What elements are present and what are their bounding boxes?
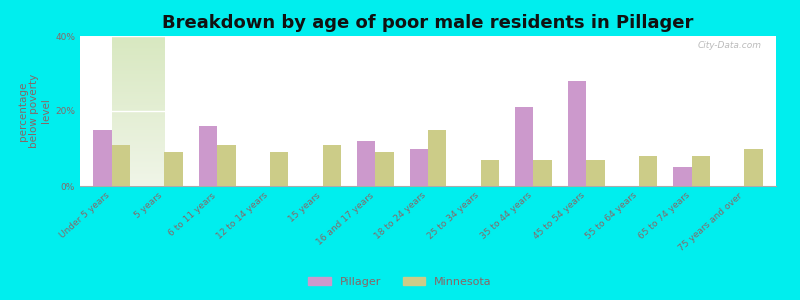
Bar bbox=[568, 81, 586, 186]
Bar bbox=[112, 145, 130, 186]
Bar bbox=[639, 156, 658, 186]
Bar bbox=[692, 156, 710, 186]
Bar bbox=[410, 148, 428, 186]
Bar bbox=[93, 130, 112, 186]
Bar bbox=[515, 107, 534, 186]
Bar bbox=[217, 145, 235, 186]
Text: City-Data.com: City-Data.com bbox=[698, 40, 762, 50]
Bar bbox=[428, 130, 446, 186]
Bar bbox=[586, 160, 605, 186]
Bar bbox=[164, 152, 183, 186]
Bar bbox=[375, 152, 394, 186]
Legend: Pillager, Minnesota: Pillager, Minnesota bbox=[304, 273, 496, 291]
Y-axis label: percentage
below poverty
level: percentage below poverty level bbox=[18, 74, 51, 148]
Bar bbox=[534, 160, 552, 186]
Bar bbox=[744, 148, 763, 186]
Bar bbox=[322, 145, 341, 186]
Bar bbox=[481, 160, 499, 186]
Bar bbox=[357, 141, 375, 186]
Bar bbox=[673, 167, 692, 186]
Bar bbox=[198, 126, 217, 186]
Title: Breakdown by age of poor male residents in Pillager: Breakdown by age of poor male residents … bbox=[162, 14, 694, 32]
Bar bbox=[270, 152, 288, 186]
